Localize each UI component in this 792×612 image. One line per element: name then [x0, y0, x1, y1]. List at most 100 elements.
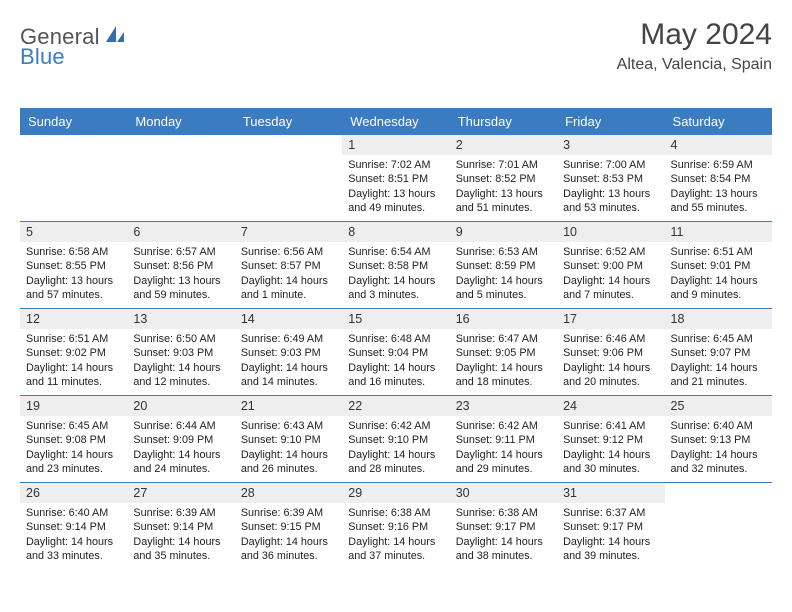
day-number: 22	[342, 396, 449, 416]
calendar-day-cell: 23 Sunrise: 6:42 AMSunset: 9:11 PMDayligh…	[450, 396, 557, 483]
day-details: Sunrise: 6:42 AMSunset: 9:10 PMDaylight:…	[348, 419, 443, 476]
calendar-day-cell: 2 Sunrise: 7:01 AMSunset: 8:52 PMDaylight…	[450, 135, 557, 222]
day-details: Sunrise: 6:51 AMSunset: 9:01 PMDaylight:…	[671, 245, 766, 302]
calendar-day-cell: 12Sunrise: 6:51 AMSunset: 9:02 PMDayligh…	[20, 309, 127, 396]
day-details: Sunrise: 7:02 AMSunset: 8:51 PMDaylight:…	[348, 158, 443, 215]
day-number: 24	[557, 396, 664, 416]
calendar-day-cell: 16 Sunrise: 6:47 AMSunset: 9:05 PMDayligh…	[450, 309, 557, 396]
calendar-day-cell: 24Sunrise: 6:41 AMSunset: 9:12 PMDayligh…	[557, 396, 664, 483]
brand-word2: Blue	[20, 44, 65, 69]
day-number: 2	[450, 135, 557, 155]
calendar-day-cell: 31Sunrise: 6:37 AMSunset: 9:17 PMDayligh…	[557, 483, 664, 570]
day-number: 3	[557, 135, 664, 155]
day-details: Sunrise: 6:39 AMSunset: 9:14 PMDaylight:…	[133, 506, 228, 563]
weekday-header: Tuesday	[235, 108, 342, 135]
calendar-week-row: 26 Sunrise: 6:40 AMSunset: 9:14 PMDayligh…	[20, 483, 772, 570]
day-details: Sunrise: 7:00 AMSunset: 8:53 PMDaylight:…	[563, 158, 658, 215]
day-number: 21	[235, 396, 342, 416]
day-number: 30	[450, 483, 557, 503]
weekday-header: Monday	[127, 108, 234, 135]
day-details: Sunrise: 6:56 AMSunset: 8:57 PMDaylight:…	[241, 245, 336, 302]
day-number: 27	[127, 483, 234, 503]
calendar-day-cell: 6 Sunrise: 6:57 AMSunset: 8:56 PMDaylight…	[127, 222, 234, 309]
weekday-row: SundayMondayTuesdayWednesdayThursdayFrid…	[20, 108, 772, 135]
day-number: 9	[450, 222, 557, 242]
day-details: Sunrise: 6:46 AMSunset: 9:06 PMDaylight:…	[563, 332, 658, 389]
calendar-week-row: 12Sunrise: 6:51 AMSunset: 9:02 PMDayligh…	[20, 309, 772, 396]
calendar-day-cell: 29 Sunrise: 6:38 AMSunset: 9:16 PMDayligh…	[342, 483, 449, 570]
calendar-day-cell: 5 Sunrise: 6:58 AMSunset: 8:55 PMDaylight…	[20, 222, 127, 309]
calendar-day-cell: 9 Sunrise: 6:53 AMSunset: 8:59 PMDaylight…	[450, 222, 557, 309]
title-block: May 2024 Altea, Valencia, Spain	[617, 18, 772, 74]
day-details: Sunrise: 6:59 AMSunset: 8:54 PMDaylight:…	[671, 158, 766, 215]
calendar-head: SundayMondayTuesdayWednesdayThursdayFrid…	[20, 108, 772, 135]
calendar-day-cell: 3 Sunrise: 7:00 AMSunset: 8:53 PMDaylight…	[557, 135, 664, 222]
calendar-week-row: 5 Sunrise: 6:58 AMSunset: 8:55 PMDaylight…	[20, 222, 772, 309]
day-number: 20	[127, 396, 234, 416]
calendar-day-cell: 20 Sunrise: 6:44 AMSunset: 9:09 PMDayligh…	[127, 396, 234, 483]
calendar-day-cell: 13 Sunrise: 6:50 AMSunset: 9:03 PMDayligh…	[127, 309, 234, 396]
day-details: Sunrise: 6:50 AMSunset: 9:03 PMDaylight:…	[133, 332, 228, 389]
calendar-day-cell: 4 Sunrise: 6:59 AMSunset: 8:54 PMDaylight…	[665, 135, 772, 222]
day-details: Sunrise: 6:57 AMSunset: 8:56 PMDaylight:…	[133, 245, 228, 302]
day-number: 28	[235, 483, 342, 503]
day-details: Sunrise: 6:40 AMSunset: 9:14 PMDaylight:…	[26, 506, 121, 563]
day-details: Sunrise: 6:38 AMSunset: 9:16 PMDaylight:…	[348, 506, 443, 563]
header: General May 2024 Altea, Valencia, Spain	[20, 18, 772, 74]
location-text: Altea, Valencia, Spain	[617, 56, 772, 74]
calendar-day-cell: 11Sunrise: 6:51 AMSunset: 9:01 PMDayligh…	[665, 222, 772, 309]
day-number: 4	[665, 135, 772, 155]
calendar-day-cell: .	[127, 135, 234, 222]
day-number: 7	[235, 222, 342, 242]
day-details: Sunrise: 6:44 AMSunset: 9:09 PMDaylight:…	[133, 419, 228, 476]
day-number: 14	[235, 309, 342, 329]
calendar-day-cell: 19Sunrise: 6:45 AMSunset: 9:08 PMDayligh…	[20, 396, 127, 483]
calendar-day-cell: 28 Sunrise: 6:39 AMSunset: 9:15 PMDayligh…	[235, 483, 342, 570]
day-number: 16	[450, 309, 557, 329]
day-number: 23	[450, 396, 557, 416]
calendar-body: ...1Sunrise: 7:02 AMSunset: 8:51 PMDayli…	[20, 135, 772, 569]
weekday-header: Sunday	[20, 108, 127, 135]
day-number: 26	[20, 483, 127, 503]
day-number: 13	[127, 309, 234, 329]
calendar-day-cell: 25Sunrise: 6:40 AMSunset: 9:13 PMDayligh…	[665, 396, 772, 483]
calendar-day-cell: .	[20, 135, 127, 222]
weekday-header: Friday	[557, 108, 664, 135]
day-number: 29	[342, 483, 449, 503]
calendar-day-cell: 15 Sunrise: 6:48 AMSunset: 9:04 PMDayligh…	[342, 309, 449, 396]
calendar-day-cell: 1 Sunrise: 7:02 AMSunset: 8:51 PMDaylight…	[342, 135, 449, 222]
calendar-day-cell: .	[665, 483, 772, 570]
day-number: 6	[127, 222, 234, 242]
calendar-week-row: 19Sunrise: 6:45 AMSunset: 9:08 PMDayligh…	[20, 396, 772, 483]
calendar-day-cell: 30Sunrise: 6:38 AMSunset: 9:17 PMDayligh…	[450, 483, 557, 570]
day-details: Sunrise: 6:39 AMSunset: 9:15 PMDaylight:…	[241, 506, 336, 563]
day-details: Sunrise: 6:58 AMSunset: 8:55 PMDaylight:…	[26, 245, 121, 302]
calendar-day-cell: 10Sunrise: 6:52 AMSunset: 9:00 PMDayligh…	[557, 222, 664, 309]
calendar-day-cell: 27 Sunrise: 6:39 AMSunset: 9:14 PMDayligh…	[127, 483, 234, 570]
sail-icon	[104, 24, 126, 49]
day-number: 1	[342, 135, 449, 155]
page: General May 2024 Altea, Valencia, Spain …	[0, 0, 792, 612]
calendar-day-cell: .	[235, 135, 342, 222]
day-details: Sunrise: 6:45 AMSunset: 9:07 PMDaylight:…	[671, 332, 766, 389]
day-number: 19	[20, 396, 127, 416]
day-details: Sunrise: 6:48 AMSunset: 9:04 PMDaylight:…	[348, 332, 443, 389]
day-details: Sunrise: 6:53 AMSunset: 8:59 PMDaylight:…	[456, 245, 551, 302]
calendar-day-cell: 14Sunrise: 6:49 AMSunset: 9:03 PMDayligh…	[235, 309, 342, 396]
day-number: 8	[342, 222, 449, 242]
day-number: 18	[665, 309, 772, 329]
weekday-header: Wednesday	[342, 108, 449, 135]
calendar-day-cell: 18 Sunrise: 6:45 AMSunset: 9:07 PMDayligh…	[665, 309, 772, 396]
day-number: 5	[20, 222, 127, 242]
day-details: Sunrise: 7:01 AMSunset: 8:52 PMDaylight:…	[456, 158, 551, 215]
day-details: Sunrise: 6:37 AMSunset: 9:17 PMDaylight:…	[563, 506, 658, 563]
day-details: Sunrise: 6:42 AMSunset: 9:11 PMDaylight:…	[456, 419, 551, 476]
calendar-day-cell: 26 Sunrise: 6:40 AMSunset: 9:14 PMDayligh…	[20, 483, 127, 570]
calendar-day-cell: 21Sunrise: 6:43 AMSunset: 9:10 PMDayligh…	[235, 396, 342, 483]
day-details: Sunrise: 6:52 AMSunset: 9:00 PMDaylight:…	[563, 245, 658, 302]
day-details: Sunrise: 6:54 AMSunset: 8:58 PMDaylight:…	[348, 245, 443, 302]
brand-word2-wrap: Blue	[20, 44, 65, 70]
day-details: Sunrise: 6:47 AMSunset: 9:05 PMDaylight:…	[456, 332, 551, 389]
day-number: 15	[342, 309, 449, 329]
calendar-day-cell: 22 Sunrise: 6:42 AMSunset: 9:10 PMDayligh…	[342, 396, 449, 483]
